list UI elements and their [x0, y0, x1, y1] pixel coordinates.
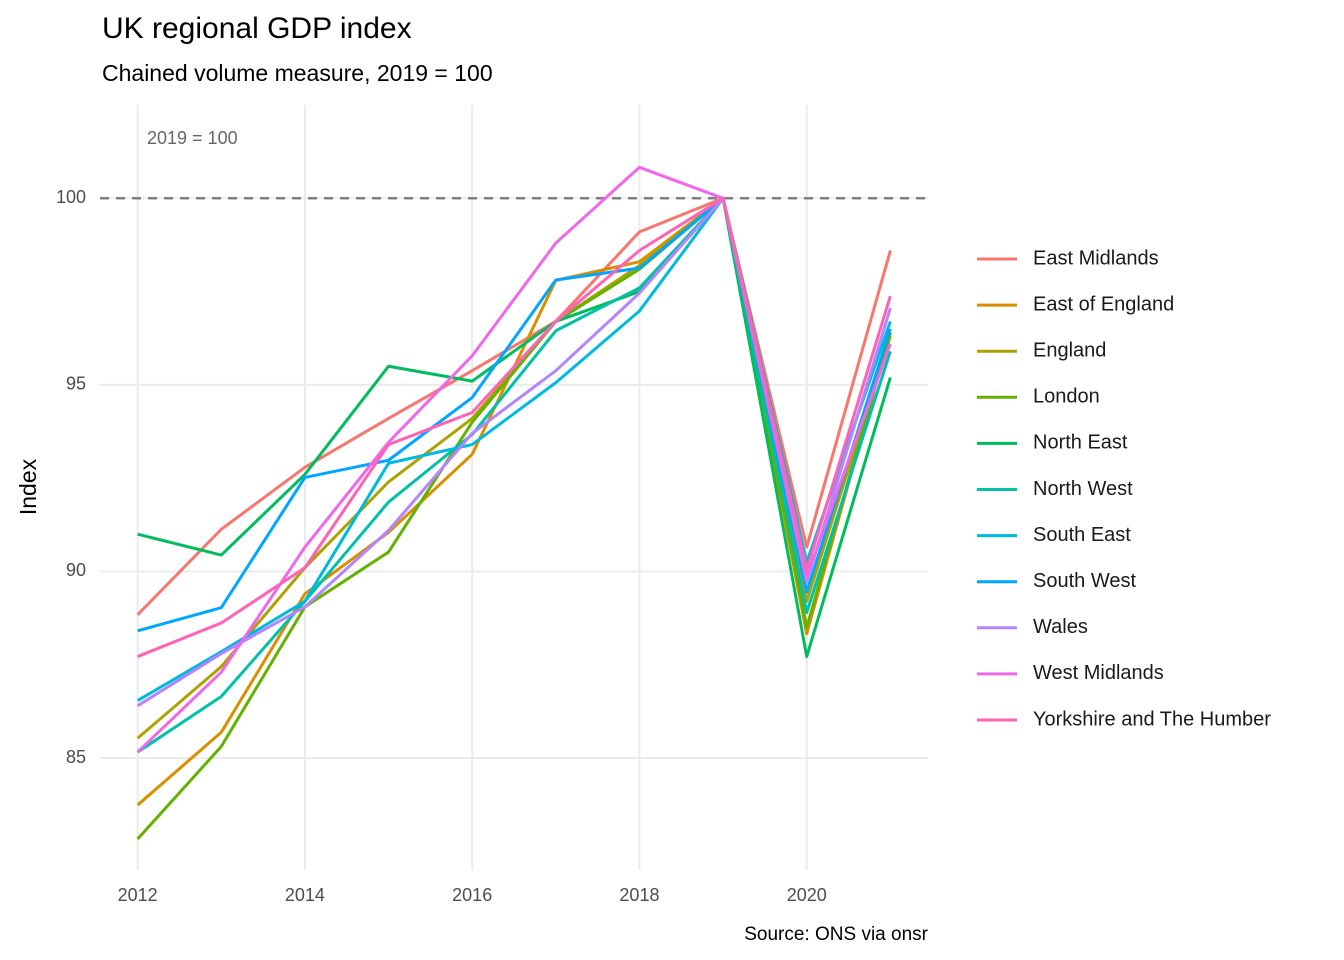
chart-subtitle: Chained volume measure, 2019 = 100: [102, 60, 493, 86]
x-tick-label: 2020: [787, 885, 827, 905]
series-line: [136, 196, 892, 841]
series-line: [136, 196, 892, 754]
series-line: [137, 196, 892, 659]
y-tick-label: 85: [66, 747, 86, 767]
x-tick-label: 2016: [452, 885, 492, 905]
legend-label: England: [1033, 339, 1106, 361]
legend-label: East Midlands: [1033, 247, 1159, 269]
y-tick-label: 100: [56, 187, 86, 207]
series-line: [136, 196, 892, 616]
legend-label: Wales: [1033, 616, 1088, 638]
caption: Source: ONS via onsr: [744, 924, 928, 945]
legend-label: South West: [1033, 570, 1136, 592]
y-tick-label: 95: [66, 374, 86, 394]
legend-label: North East: [1033, 432, 1128, 454]
legend-label: London: [1033, 386, 1100, 408]
x-tick-label: 2018: [619, 885, 659, 905]
series-line: [137, 196, 892, 658]
legend-label: Yorkshire and The Humber: [1033, 708, 1271, 730]
x-tick-label: 2012: [118, 885, 158, 905]
chart-title: UK regional GDP index: [102, 12, 412, 45]
legend-label: North West: [1033, 478, 1133, 500]
legend-label: West Midlands: [1033, 662, 1164, 684]
annotation: 2019 = 100: [147, 128, 238, 148]
legend-label: South East: [1033, 524, 1131, 546]
y-axis-label: Index: [15, 458, 41, 515]
x-tick-label: 2014: [285, 885, 325, 905]
y-tick-label: 90: [66, 560, 86, 580]
legend-label: East of England: [1033, 293, 1174, 315]
